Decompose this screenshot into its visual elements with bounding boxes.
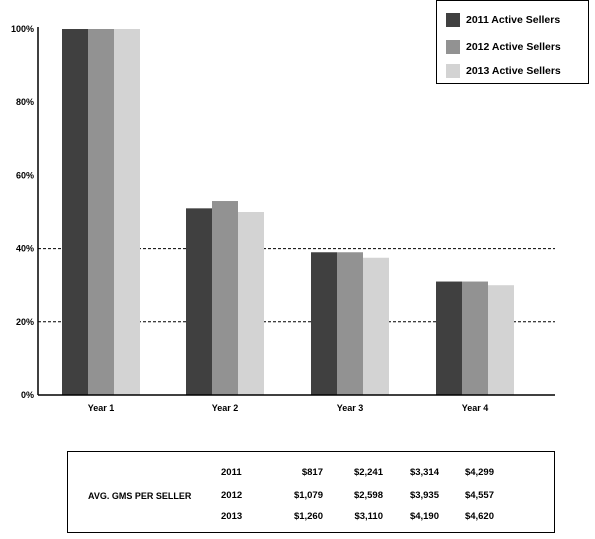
bar [337, 252, 363, 395]
bar [363, 257, 389, 395]
legend-label-2012: 2012 Active Sellers [466, 40, 561, 53]
bar [114, 29, 140, 395]
x-tick-label: Year 4 [462, 403, 489, 413]
gms-value: $1,260 [293, 511, 323, 522]
avg-gms-table: AVG. GMS PER SELLER 2011 $817 $2,241 $3,… [67, 451, 555, 533]
avg-gms-title: AVG. GMS PER SELLER [88, 491, 192, 501]
bar [488, 285, 514, 395]
legend-item-2013: 2013 Active Sellers [446, 63, 561, 78]
bar [436, 281, 462, 395]
y-tick-label: 60% [16, 170, 34, 180]
bar [186, 208, 212, 395]
gms-value: $2,598 [353, 490, 383, 501]
gms-year: 2013 [221, 511, 243, 522]
gms-row-2011: 2011 $817 $2,241 $3,314 $4,299 [68, 467, 554, 481]
gms-row-2013: 2013 $1,260 $3,110 $4,190 $4,620 [68, 511, 554, 525]
gms-value: $3,110 [354, 511, 383, 522]
legend-swatch-2013 [446, 63, 460, 78]
bar [62, 29, 88, 395]
gms-value: $3,935 [409, 490, 439, 501]
gms-value: $3,314 [409, 467, 439, 478]
x-tick-label: Year 2 [212, 403, 239, 413]
y-tick-label: 0% [21, 390, 34, 400]
legend-item-2012: 2012 Active Sellers [446, 39, 561, 54]
bar [311, 252, 337, 395]
bar [212, 201, 238, 395]
bar [462, 281, 488, 395]
y-tick-label: 40% [16, 244, 34, 254]
bar-chart: 0% 20% 40% 60% 80% 100% Year 1 Year 2 Year 3 Year… [11, 24, 555, 413]
gms-value: $4,557 [464, 490, 494, 501]
bar [238, 212, 264, 395]
legend-swatch-2011 [446, 12, 460, 27]
gms-row-2012: 2012 $1,079 $2,598 $3,935 $4,557 [68, 490, 554, 504]
y-tick-label: 80% [16, 97, 34, 107]
gms-year: 2011 [221, 467, 242, 478]
chart-legend: 2011 Active Sellers 2012 Active Sellers … [436, 0, 589, 84]
legend-label-2013: 2013 Active Sellers [466, 64, 561, 77]
gms-value: $2,241 [353, 467, 383, 478]
gms-value: $1,079 [293, 490, 323, 501]
legend-swatch-2012 [446, 39, 460, 54]
gms-value: $4,299 [464, 467, 494, 478]
legend-label-2011: 2011 Active Sellers [466, 13, 561, 26]
gms-year: 2012 [221, 490, 243, 501]
y-tick-label: 20% [16, 317, 34, 327]
y-tick-label: 100% [11, 24, 34, 34]
x-tick-label: Year 3 [337, 403, 364, 413]
gms-value: $4,620 [464, 511, 494, 522]
gms-value: $817 [301, 467, 323, 478]
bar [88, 29, 114, 395]
legend-item-2011: 2011 Active Sellers [446, 12, 560, 27]
x-tick-label: Year 1 [88, 403, 115, 413]
gms-value: $4,190 [409, 511, 439, 522]
